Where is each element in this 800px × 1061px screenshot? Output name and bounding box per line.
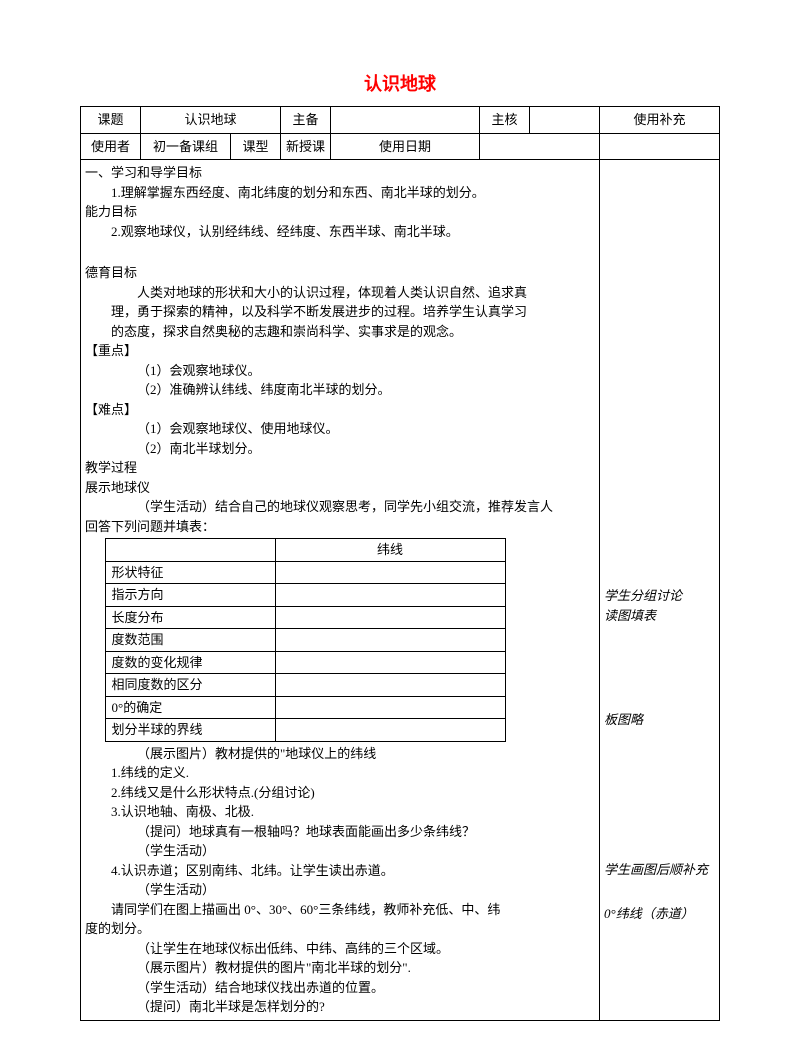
- side-note1a: 学生分组讨论: [604, 586, 715, 606]
- show-globe: 展示地球仪: [85, 478, 595, 498]
- section1-heading: 一、学习和导学目标: [85, 163, 595, 183]
- inner-row-value: [275, 674, 505, 697]
- content-row: 一、学习和导学目标 1.理解掌握东西经度、南北纬度的划分和东西、南北半球的划分。…: [81, 160, 720, 1021]
- supplement-label: 使用补充: [600, 107, 720, 134]
- inner-row-value: [275, 561, 505, 584]
- date-label: 使用日期: [331, 133, 480, 160]
- after9b: 度的划分。: [85, 919, 595, 939]
- key-item1: （1）会观察地球仪。: [85, 361, 595, 381]
- supplement-cell-r2: [600, 133, 720, 160]
- side-note2: 板图略: [604, 710, 715, 730]
- inner-row-value: [275, 584, 505, 607]
- ability-item: 2.观察地球仪，认别经纬线、经纬度、东西半球、南北半球。: [85, 222, 595, 242]
- blank-line: [85, 241, 595, 263]
- inner-row-label: 形状特征: [105, 561, 275, 584]
- moral-heading: 德育目标: [85, 263, 595, 283]
- table-row: 指示方向: [105, 584, 505, 607]
- inner-row-value: [275, 719, 505, 742]
- main-review-label: 主核: [480, 107, 530, 134]
- diff-heading: 【难点】: [85, 400, 595, 420]
- after6: （学生活动）: [85, 841, 595, 861]
- after5: （提问）地球真有一根轴吗？地球表面能画出多少条纬线？: [85, 822, 595, 842]
- table-row: 长度分布: [105, 606, 505, 629]
- moral-body3: 的态度，探求自然奥秘的志趣和崇尚科学、实事求是的观念。: [85, 322, 595, 342]
- side-note4: 0°纬线（赤道）: [604, 904, 715, 924]
- diff-item1: （1）会观察地球仪、使用地球仪。: [85, 419, 595, 439]
- inner-row-label: 度数范围: [105, 629, 275, 652]
- table-row: 相同度数的区分: [105, 674, 505, 697]
- table-row: 形状特征: [105, 561, 505, 584]
- after9a: 请同学们在图上描画出 0°、30°、60°三条纬线，教师补充低、中、纬: [85, 900, 595, 920]
- header-row-2: 使用者 初一备课组 课型 新授课 使用日期: [81, 133, 720, 160]
- ability-heading: 能力目标: [85, 202, 595, 222]
- inner-row-label: 长度分布: [105, 606, 275, 629]
- after4: 3.认识地轴、南极、北极.: [85, 802, 595, 822]
- inner-row-label: 相同度数的区分: [105, 674, 275, 697]
- topic-label: 课题: [81, 107, 141, 134]
- side-spacer-3: [604, 730, 715, 860]
- side-spacer-1: [604, 256, 715, 586]
- table-row: 0°的确定: [105, 696, 505, 719]
- type-value: 新授课: [281, 133, 331, 160]
- after1: （展示图片）教材提供的"地球仪上的纬线: [85, 744, 595, 764]
- moral-body2: 理，勇于探索的精神，以及科学不断发展进步的过程。培养学生认真学习: [85, 302, 595, 322]
- process-heading: 教学过程: [85, 458, 595, 478]
- inner-row-label: 0°的确定: [105, 696, 275, 719]
- header-row-1: 课题 认识地球 主备 主核 使用补充: [81, 107, 720, 134]
- diff-item2: （2）南北半球划分。: [85, 439, 595, 459]
- page-container: 认识地球 课题 认识地球 主备 主核 使用补充 使用者 初一备课组 课型 新授课…: [0, 0, 800, 1061]
- user-value: 初一备课组: [141, 133, 231, 160]
- table-row: 度数范围: [105, 629, 505, 652]
- lesson-plan-table: 课题 认识地球 主备 主核 使用补充 使用者 初一备课组 课型 新授课 使用日期…: [80, 106, 720, 1021]
- user-label: 使用者: [81, 133, 141, 160]
- after7: 4.认识赤道；区别南纬、北纬。让学生读出赤道。: [85, 861, 595, 881]
- type-label: 课型: [231, 133, 281, 160]
- side-spacer-4: [604, 879, 715, 904]
- key-item2: （2）准确辨认纬线、纬度南北半球的划分。: [85, 380, 595, 400]
- activity1b: 回答下列问题并填表：: [85, 517, 595, 537]
- inner-row-value: [275, 629, 505, 652]
- activity1a: （学生活动）结合自己的地球仪观察思考，同学先小组交流，推荐发言人: [85, 497, 595, 517]
- inner-row-value: [275, 606, 505, 629]
- key-heading: 【重点】: [85, 341, 595, 361]
- inner-row-value: [275, 696, 505, 719]
- side-note1b: 读图填表: [604, 606, 715, 626]
- table-row: 纬线: [105, 539, 505, 562]
- after2: 1.纬线的定义.: [85, 763, 595, 783]
- main-prep-label: 主备: [281, 107, 331, 134]
- side-spacer-2: [604, 625, 715, 710]
- main-review-value: [530, 107, 600, 134]
- table-row: 度数的变化规律: [105, 651, 505, 674]
- after11: （展示图片）教材提供的图片"南北半球的划分".: [85, 958, 595, 978]
- after12: （学生活动）结合地球仪找出赤道的位置。: [85, 978, 595, 998]
- moral-body1: 人类对地球的形状和大小的认识过程，体现着人类认识自然、追求真: [85, 283, 595, 303]
- inner-row-label: 指示方向: [105, 584, 275, 607]
- inner-row-label: 度数的变化规律: [105, 651, 275, 674]
- latitude-table: 纬线 形状特征 指示方向 长度分布 度数范围 度数的变化规律 相同度数的区分 0…: [105, 538, 506, 742]
- topic-value: 认识地球: [141, 107, 281, 134]
- side-note3: 学生画图后顺补充: [604, 860, 715, 880]
- inner-blank-header: [105, 539, 275, 562]
- main-content-cell: 一、学习和导学目标 1.理解掌握东西经度、南北纬度的划分和东西、南北半球的划分。…: [81, 160, 600, 1021]
- after10: （让学生在地球仪标出低纬、中纬、高纬的三个区域。: [85, 939, 595, 959]
- main-prep-value: [331, 107, 480, 134]
- inner-row-value: [275, 651, 505, 674]
- side-notes-cell: 学生分组讨论 读图填表 板图略 学生画图后顺补充 0°纬线（赤道）: [600, 160, 720, 1021]
- table-row: 划分半球的界线: [105, 719, 505, 742]
- after3: 2.纬线又是什么形状特点.(分组讨论): [85, 783, 595, 803]
- section1-item1: 1.理解掌握东西经度、南北纬度的划分和东西、南北半球的划分。: [85, 183, 595, 203]
- inner-col2-header: 纬线: [275, 539, 505, 562]
- date-value: [480, 133, 600, 160]
- inner-row-label: 划分半球的界线: [105, 719, 275, 742]
- document-title: 认识地球: [80, 70, 720, 96]
- after8: （学生活动）: [85, 880, 595, 900]
- after13: （提问）南北半球是怎样划分的?: [85, 997, 595, 1017]
